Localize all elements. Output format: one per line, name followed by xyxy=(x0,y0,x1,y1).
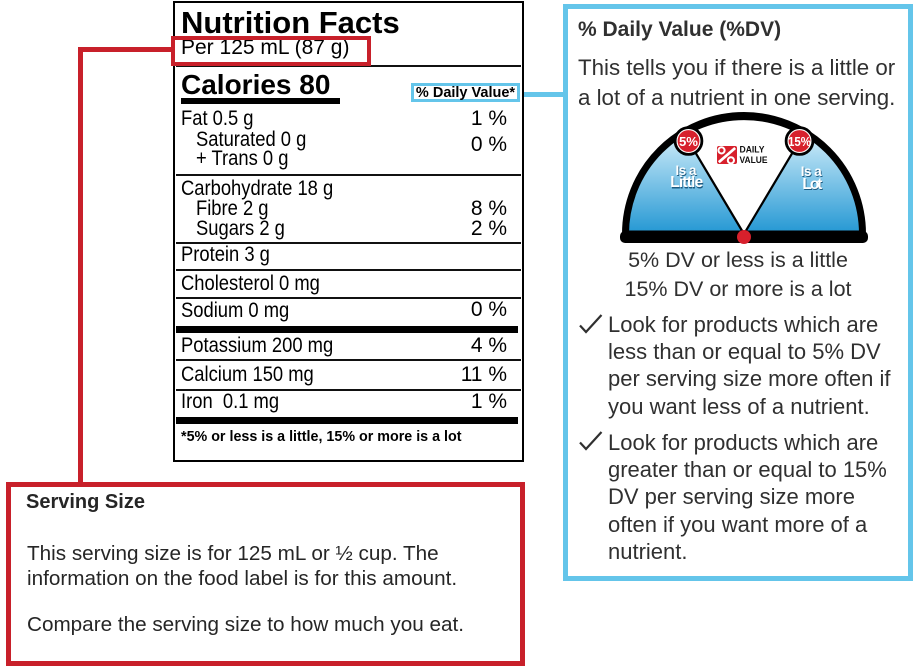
svg-text:5%: 5% xyxy=(679,134,698,149)
svg-text:Is a: Is a xyxy=(676,164,697,179)
svg-text:Lot: Lot xyxy=(802,176,822,193)
svg-text:Lot: Lot xyxy=(803,177,823,194)
svg-text:VALUE: VALUE xyxy=(740,155,768,165)
svg-text:Is a: Is a xyxy=(802,165,823,180)
svg-text:DAILY: DAILY xyxy=(740,145,765,155)
svg-text:Is a: Is a xyxy=(801,164,822,179)
svg-text:Is a: Is a xyxy=(676,163,697,178)
svg-text:Little: Little xyxy=(671,175,704,192)
svg-text:Little: Little xyxy=(670,174,703,191)
svg-text:15%: 15% xyxy=(788,134,811,149)
